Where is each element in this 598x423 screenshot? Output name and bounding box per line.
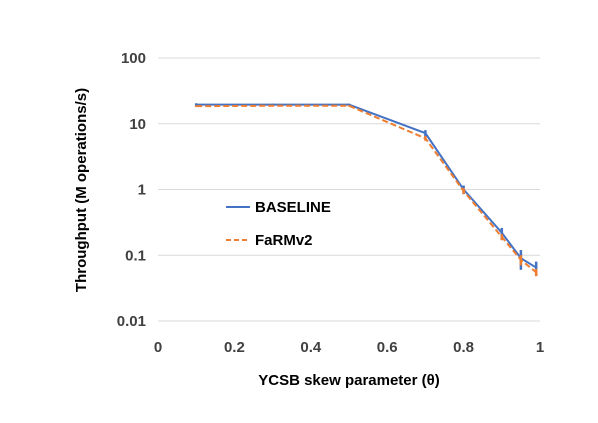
x-tick-label: 0.8 xyxy=(453,339,474,356)
y-tick-label: 1 xyxy=(138,182,146,199)
series-group xyxy=(194,103,538,277)
x-tick-label: 0.4 xyxy=(300,339,322,356)
y-tick-label: 100 xyxy=(121,50,146,67)
y-axis-title: Throughput (M operations/s) xyxy=(73,88,90,292)
x-tick-label: 0 xyxy=(154,339,162,356)
legend-label-farmv2: FaRMv2 xyxy=(255,232,313,249)
y-tick-label: 10 xyxy=(129,116,146,133)
x-tick-label: 1 xyxy=(536,339,544,356)
legend-label-baseline: BASELINE xyxy=(255,199,331,216)
y-tick-label: 0.1 xyxy=(125,247,146,264)
y-tick-label: 0.01 xyxy=(117,313,146,330)
x-tick-labels: 0 0.2 0.4 0.6 0.8 1 xyxy=(154,339,544,356)
x-tick-label: 0.6 xyxy=(377,339,398,356)
x-tick-label: 0.2 xyxy=(224,339,245,356)
y-tick-labels: 0.01 0.1 1 10 100 xyxy=(117,50,146,330)
x-axis-title: YCSB skew parameter (θ) xyxy=(258,372,440,389)
series-line-baseline xyxy=(196,103,537,269)
gridlines xyxy=(158,57,540,322)
legend: BASELINE FaRMv2 xyxy=(226,199,331,249)
